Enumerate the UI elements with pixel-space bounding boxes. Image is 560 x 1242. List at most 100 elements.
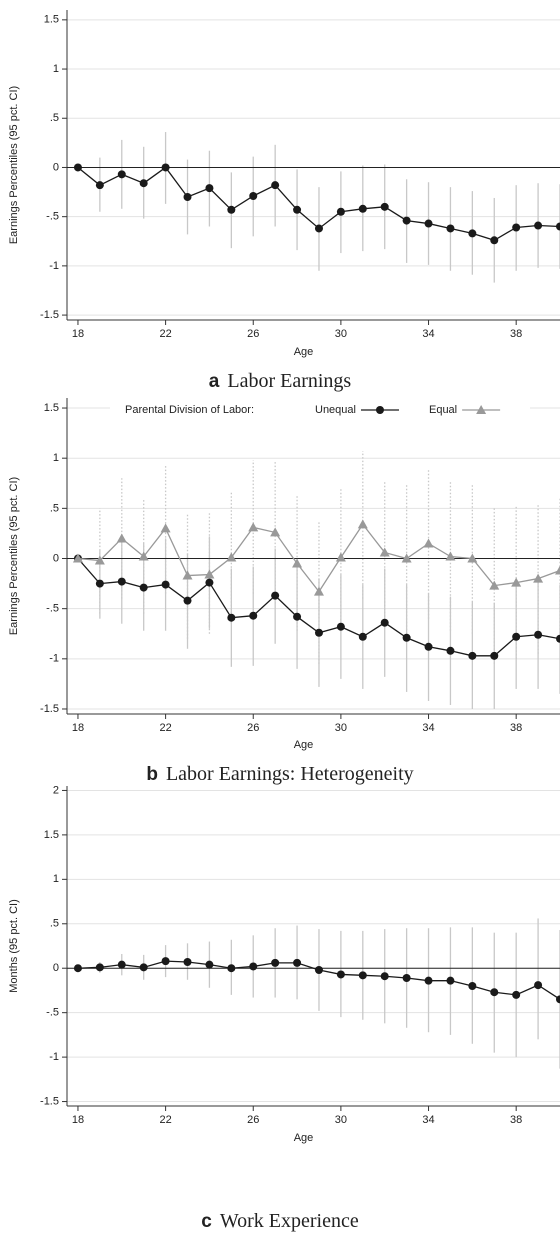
marker	[467, 553, 478, 563]
marker	[424, 642, 433, 651]
y-tick-label: -1	[49, 653, 59, 665]
marker	[336, 207, 345, 216]
y-tick-label: 1.5	[44, 14, 59, 26]
y-tick-label: -1.5	[40, 703, 59, 715]
marker	[402, 216, 411, 225]
marker	[227, 205, 236, 214]
caption-label: b	[146, 764, 158, 785]
marker	[72, 553, 83, 563]
panel: 1.51.50-.5-1-1.518 22 26 30 34 38AgeEarnings …	[8, 398, 560, 785]
marker	[292, 558, 303, 568]
x-tick-label: 26	[247, 1114, 259, 1126]
marker	[512, 990, 521, 999]
marker	[161, 163, 170, 172]
y-tick-label: -.5	[46, 603, 59, 615]
marker	[138, 551, 149, 561]
marker	[402, 633, 411, 642]
x-tick-label: 30	[335, 328, 347, 340]
marker	[160, 523, 171, 533]
marker	[116, 533, 127, 543]
marker	[468, 651, 477, 660]
legend-marker	[375, 406, 384, 414]
legend-bg	[110, 401, 530, 419]
legend-marker	[476, 405, 487, 414]
marker	[73, 163, 82, 172]
marker	[402, 974, 411, 982]
y-tick-label: 1	[53, 873, 59, 885]
y-tick-label: -.5	[46, 211, 59, 223]
marker	[379, 547, 390, 557]
marker	[489, 580, 500, 590]
marker	[183, 958, 192, 966]
marker	[424, 976, 433, 985]
marker	[117, 170, 126, 179]
x-tick-label: 26	[247, 722, 259, 734]
y-tick-label: 0	[53, 552, 59, 564]
marker	[490, 988, 499, 997]
y-tick-label: 2	[53, 784, 59, 796]
caption-title: Labor Earnings	[227, 370, 351, 392]
marker	[424, 219, 433, 228]
marker	[271, 591, 280, 600]
y-tick-label: -.5	[46, 1007, 59, 1019]
marker	[446, 976, 455, 985]
marker	[534, 981, 543, 990]
marker	[139, 963, 148, 972]
marker	[446, 646, 455, 655]
marker	[533, 573, 544, 583]
marker	[271, 958, 280, 967]
marker	[139, 179, 148, 188]
y-tick-label: -1.5	[40, 309, 59, 321]
marker	[161, 580, 170, 589]
x-axis-title: Age	[294, 739, 314, 751]
marker	[335, 552, 346, 562]
marker	[534, 221, 543, 230]
marker	[293, 205, 302, 214]
y-axis-title: Earnings Percentiles (95 pct. CI)	[8, 86, 20, 244]
marker	[293, 612, 302, 621]
x-axis-title: Age	[294, 346, 314, 358]
marker	[512, 632, 521, 641]
legend-label: Equal	[429, 404, 457, 416]
x-tick-label: 18	[72, 328, 84, 340]
marker	[227, 613, 236, 622]
x-tick-label: 26	[247, 328, 259, 340]
marker	[357, 519, 368, 529]
caption: c Work Experience	[201, 1210, 359, 1232]
y-tick-label: 0	[53, 161, 59, 173]
y-tick-label: -1	[49, 1051, 59, 1063]
marker	[248, 522, 259, 532]
marker	[205, 578, 214, 587]
x-tick-label: 38	[510, 722, 522, 734]
x-tick-label: 22	[159, 722, 171, 734]
marker	[401, 553, 412, 563]
y-tick-label: 1.5	[44, 829, 59, 841]
marker	[556, 634, 560, 643]
marker	[490, 651, 499, 660]
caption-title: Work Experience	[220, 1210, 359, 1232]
marker	[380, 618, 389, 627]
marker	[490, 236, 499, 245]
marker	[183, 192, 192, 201]
marker	[556, 222, 560, 231]
marker	[336, 622, 345, 631]
marker	[183, 596, 192, 605]
y-tick-label: 1	[53, 452, 59, 464]
marker	[205, 960, 214, 969]
marker	[468, 982, 477, 990]
marker	[249, 962, 258, 971]
marker	[358, 971, 367, 980]
marker	[249, 192, 258, 200]
marker	[249, 611, 258, 620]
marker	[556, 995, 560, 1004]
y-tick-label: 1	[53, 63, 59, 75]
x-axis-title: Age	[294, 1132, 314, 1144]
x-tick-label: 38	[510, 328, 522, 340]
marker	[358, 632, 367, 641]
marker	[314, 224, 323, 233]
marker	[73, 964, 82, 973]
marker	[468, 229, 477, 238]
